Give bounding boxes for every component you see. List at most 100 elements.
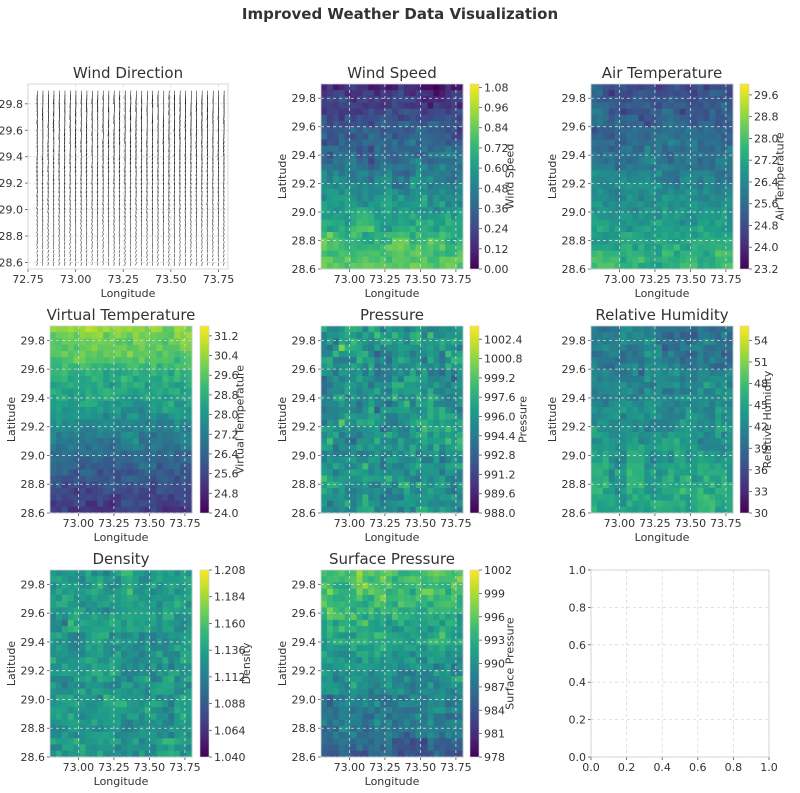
heatmap-cell — [386, 214, 392, 221]
heatmap-cell — [451, 432, 457, 439]
heatmap-cell — [321, 413, 327, 420]
heatmap-cell — [451, 357, 457, 364]
figure-title: Improved Weather Data Visualization — [242, 5, 558, 23]
heatmap-cell — [451, 494, 457, 501]
x-tick-label: 73.25 — [107, 273, 139, 286]
heatmap-cell — [404, 109, 410, 116]
heatmap-cell — [174, 438, 180, 445]
heatmap-cell — [68, 451, 74, 458]
heatmap-cell — [139, 457, 145, 464]
heatmap-cell — [621, 357, 627, 364]
heatmap-cell — [74, 376, 80, 383]
heatmap-cell — [50, 432, 56, 439]
heatmap-cell — [404, 401, 410, 408]
wind-arrow — [114, 229, 115, 233]
heatmap-cell — [445, 451, 451, 458]
heatmap-cell — [380, 413, 386, 420]
heatmap-cell — [374, 357, 380, 364]
heatmap-cell — [439, 370, 445, 377]
heatmap-cell — [603, 251, 609, 258]
heatmap-cell — [439, 226, 445, 233]
heatmap-cell — [374, 244, 380, 251]
heatmap-cell — [50, 345, 56, 352]
heatmap-cell — [451, 507, 457, 514]
heatmap-cell — [603, 177, 609, 184]
heatmap-cell — [368, 146, 374, 153]
heatmap-cell — [392, 189, 398, 196]
heatmap-cell — [327, 432, 333, 439]
heatmap-cell — [357, 401, 363, 408]
wind-arrow — [48, 233, 49, 237]
heatmap-cell — [416, 238, 422, 245]
heatmap-cell — [115, 469, 121, 476]
heatmap-cell — [333, 207, 339, 214]
heatmap-cell — [121, 338, 127, 345]
heatmap-cell — [321, 140, 327, 147]
heatmap-cell — [103, 494, 109, 501]
heatmap-cell — [615, 257, 621, 264]
heatmap-cell — [374, 115, 380, 122]
heatmap-cell — [621, 103, 627, 110]
heatmap-cell — [591, 90, 597, 97]
heatmap-cell — [615, 189, 621, 196]
heatmap-cell — [422, 263, 428, 270]
colorbar — [470, 84, 479, 269]
heatmap-cell — [374, 482, 380, 489]
heatmap-cell — [650, 232, 656, 239]
heatmap-cell — [698, 189, 704, 196]
heatmap-cell — [627, 177, 633, 184]
heatmap-cell — [380, 195, 386, 202]
heatmap-cell — [339, 158, 345, 165]
heatmap-cell — [715, 376, 721, 383]
heatmap-cell — [186, 407, 192, 414]
heatmap-cell — [115, 507, 121, 514]
heatmap-cell — [91, 357, 97, 364]
heatmap-cell — [374, 164, 380, 171]
heatmap-cell — [333, 401, 339, 408]
heatmap-cell — [368, 388, 374, 395]
heatmap-cell — [157, 413, 163, 420]
heatmap-cell — [139, 401, 145, 408]
heatmap-cell — [380, 463, 386, 470]
heatmap-cell — [609, 407, 615, 414]
heatmap-cell — [321, 103, 327, 110]
heatmap-cell — [351, 103, 357, 110]
heatmap-cell — [609, 357, 615, 364]
heatmap-cell — [416, 109, 422, 116]
heatmap-cell — [457, 214, 463, 221]
x-tick-label: 73.00 — [60, 273, 92, 286]
heatmap-cell — [357, 207, 363, 214]
wind-arrow — [70, 254, 71, 257]
heatmap-cell — [457, 469, 463, 476]
heatmap-cell — [357, 214, 363, 221]
wind-arrow — [224, 229, 225, 234]
heatmap-cell — [145, 463, 151, 470]
heatmap-cell — [162, 420, 168, 427]
heatmap-cell — [186, 338, 192, 345]
heatmap-cell — [457, 382, 463, 389]
heatmap-cell — [380, 357, 386, 364]
heatmap-cell — [368, 351, 374, 358]
wind-arrow — [196, 246, 197, 250]
wind-arrow — [136, 229, 137, 234]
heatmap-cell — [357, 444, 363, 451]
heatmap-cell — [115, 463, 121, 470]
heatmap-cell — [327, 195, 333, 202]
heatmap-cell — [50, 376, 56, 383]
heatmap-cell — [139, 444, 145, 451]
heatmap-cell — [68, 482, 74, 489]
heatmap-cell — [680, 244, 686, 251]
heatmap-cell — [339, 332, 345, 339]
heatmap-cell — [686, 263, 692, 270]
heatmap-cell — [644, 345, 650, 352]
heatmap-cell — [362, 244, 368, 251]
heatmap-cell — [439, 463, 445, 470]
heatmap-cell — [603, 357, 609, 364]
heatmap-cell — [410, 115, 416, 122]
heatmap-cell — [345, 263, 351, 270]
heatmap-cell — [386, 432, 392, 439]
heatmap-cell — [139, 345, 145, 352]
wind-arrow — [141, 237, 142, 241]
heatmap-cell — [715, 251, 721, 258]
wind-arrow — [185, 246, 186, 250]
